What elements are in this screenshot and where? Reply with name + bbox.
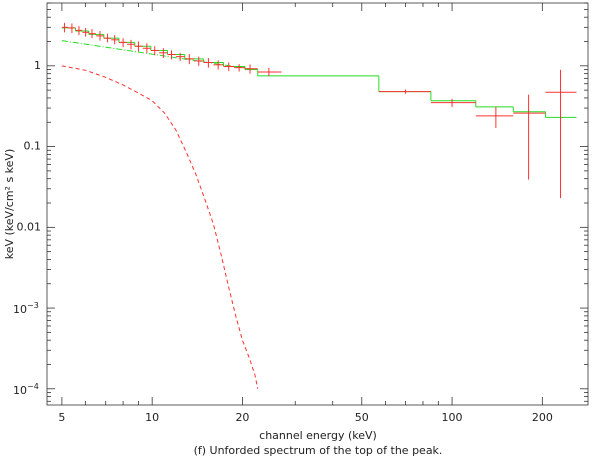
- y-tick-label-exponent: −3: [27, 301, 39, 310]
- y-tick-label: 10−4: [13, 381, 39, 397]
- y-tick-label-exponent: −4: [27, 381, 39, 390]
- x-tick-label: 50: [355, 411, 369, 424]
- y-tick-label-base: 10: [13, 303, 27, 316]
- caption: (f) Unforded spectrum of the top of the …: [194, 444, 443, 457]
- x-tick-label: 200: [532, 411, 553, 424]
- y-tick-label: 0.1: [24, 140, 42, 153]
- y-tick-label: 10−3: [13, 301, 39, 317]
- x-tick-label: 100: [442, 411, 463, 424]
- y-tick-label-base: 10: [13, 384, 27, 397]
- x-tick-label: 5: [58, 411, 65, 424]
- y-tick-label: 0.01: [17, 220, 42, 233]
- x-tick-label: 10: [145, 411, 159, 424]
- x-tick-label: 20: [235, 411, 249, 424]
- model-component: [61, 65, 259, 389]
- model-component: [61, 40, 255, 71]
- y-tick-label: 1: [34, 59, 41, 72]
- y-axis-label: keV (keV/cm² s keV): [3, 149, 16, 260]
- plot-frame: [46, 2, 589, 406]
- x-axis-label: channel energy (keV): [259, 429, 377, 442]
